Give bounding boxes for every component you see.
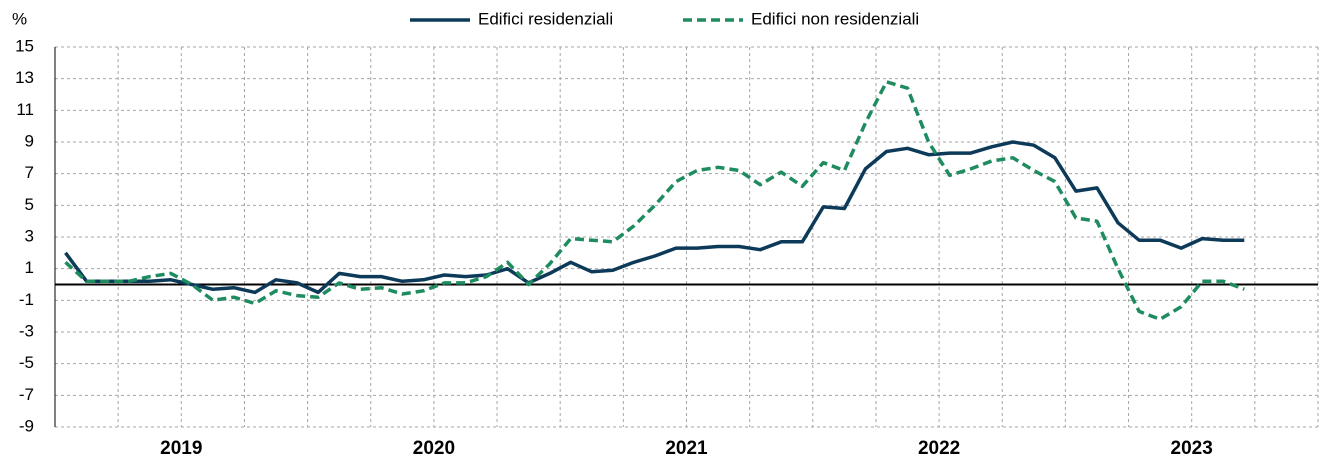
y-tick-label: 1 [25, 258, 34, 277]
y-tick-label: 9 [25, 131, 34, 150]
y-tick-label: -1 [19, 290, 34, 309]
y-tick-label: -9 [19, 416, 34, 435]
legend-label: Edifici residenziali [478, 9, 613, 28]
y-tick-label: -7 [19, 385, 34, 404]
x-year-label: 2023 [1171, 438, 1213, 459]
y-unit: % [12, 9, 27, 28]
series-line [64, 140, 1245, 295]
y-tick-label: 7 [25, 163, 34, 182]
x-year-label: 2020 [413, 438, 455, 459]
legend-label: Edifici non residenziali [751, 9, 919, 28]
x-year-label: 2022 [918, 438, 960, 459]
x-year-label: 2021 [665, 438, 708, 459]
y-tick-label: -5 [19, 353, 34, 372]
y-tick-label: -3 [19, 321, 34, 340]
y-tick-label: 15 [15, 36, 34, 55]
y-tick-label: 5 [25, 195, 34, 214]
x-year-label: 2019 [160, 438, 202, 459]
series-line [64, 80, 1245, 322]
y-tick-label: 11 [16, 100, 34, 119]
y-tick-label: 3 [25, 226, 34, 245]
y-tick-label: 13 [15, 68, 34, 87]
